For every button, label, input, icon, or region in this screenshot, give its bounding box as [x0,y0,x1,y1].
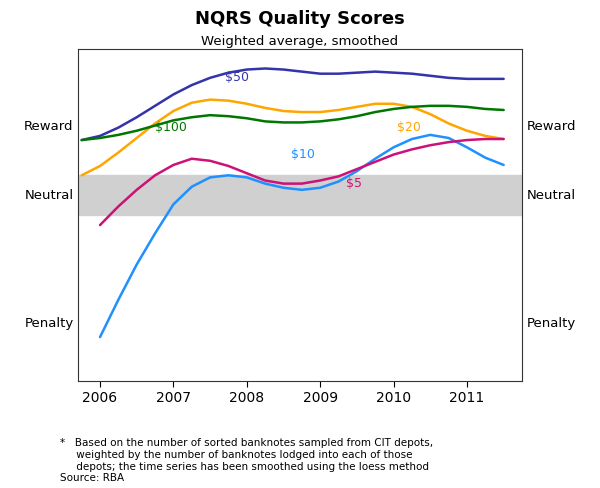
Text: Penalty: Penalty [25,317,74,330]
Text: $10: $10 [291,148,315,161]
Text: $5: $5 [346,177,362,190]
Bar [78,175,522,215]
Text: Neutral: Neutral [526,188,575,202]
Text: Reward: Reward [24,120,74,133]
Title: NQRS Quality Scores: NQRS Quality Scores [195,10,405,28]
Text: Reward: Reward [526,120,576,133]
Text: $100: $100 [155,121,187,134]
Text: $20: $20 [397,121,421,134]
Text: $50: $50 [225,71,249,84]
Text: Neutral: Neutral [25,188,74,202]
Text: Weighted average, smoothed: Weighted average, smoothed [202,35,398,48]
Text: *   Based on the number of sorted banknotes sampled from CIT depots,
     weight: * Based on the number of sorted banknote… [60,438,433,483]
Text: Penalty: Penalty [526,317,575,330]
